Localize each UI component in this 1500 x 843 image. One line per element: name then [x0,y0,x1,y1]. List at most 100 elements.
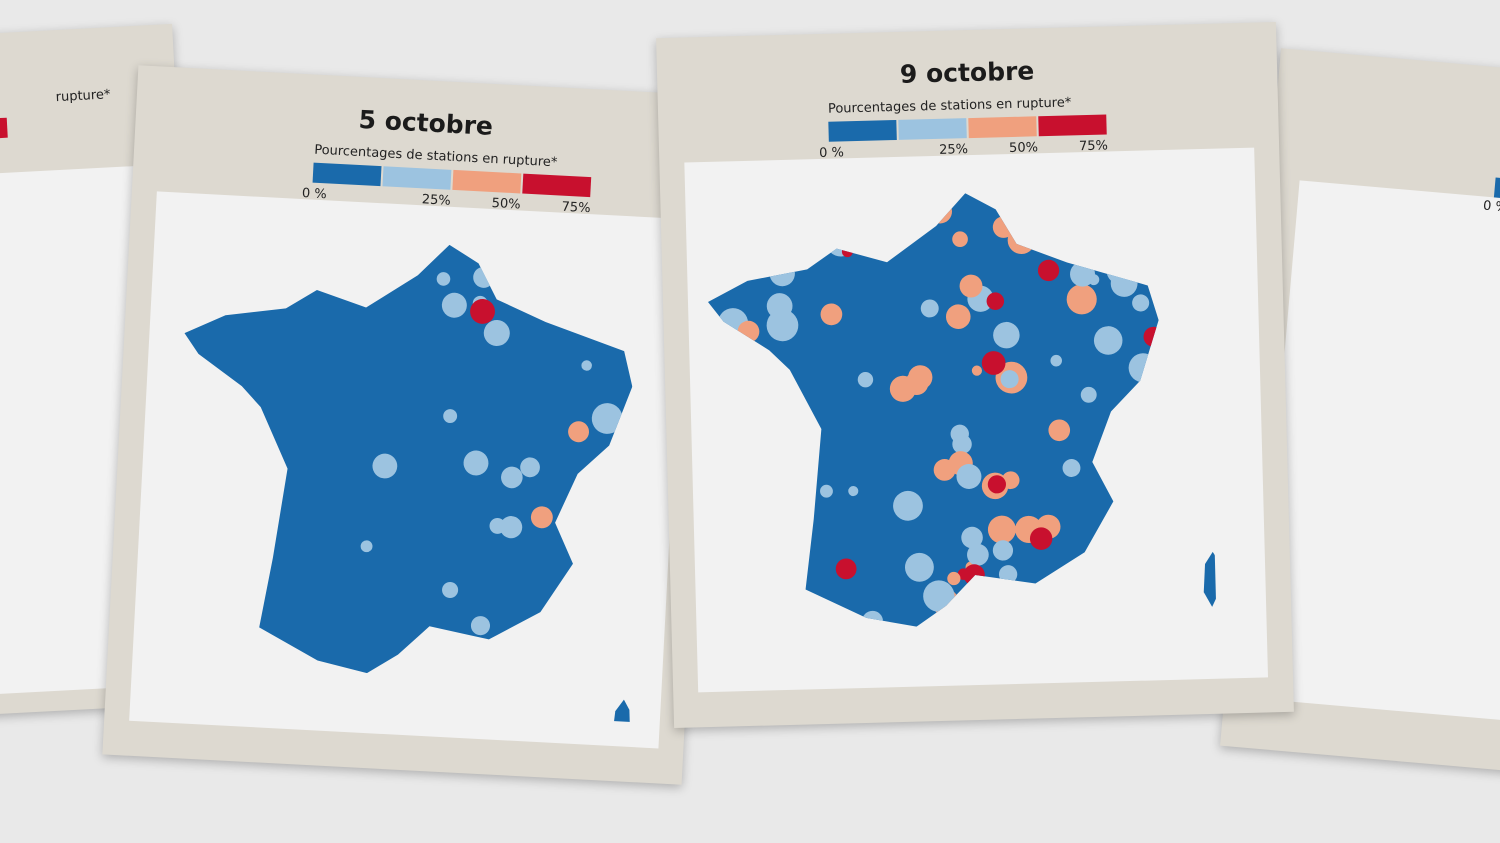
region [893,490,923,521]
region [857,371,874,388]
legend-swatch [522,173,592,198]
region [904,552,934,582]
region [1057,615,1081,632]
region [242,298,253,309]
legend-fragment: rupture* [55,87,111,106]
legend-label: 75% [561,199,591,217]
region [574,317,585,328]
region [519,648,536,664]
region [986,292,1005,310]
region [992,540,1014,561]
region [436,272,451,286]
card: 5 octobre Pourcentages de stations en rup… [102,65,718,785]
region [372,453,398,479]
legend-label: 0 % [1482,198,1500,216]
region [1050,354,1062,367]
region [737,202,752,217]
region [538,658,569,687]
region [442,581,459,599]
region [1138,490,1154,506]
region [1075,600,1102,628]
regions [167,231,640,687]
region [1037,259,1060,282]
map [167,231,640,724]
region [1048,419,1071,442]
region [1080,386,1097,403]
region [1116,513,1136,532]
region [1093,326,1123,355]
region [971,365,983,376]
region [463,450,489,476]
region [1066,573,1079,585]
legend-label: 0 % [301,186,328,203]
region [947,571,961,586]
region [1149,570,1167,591]
region [959,274,983,298]
legend-label: 0 % [818,145,845,162]
map [705,188,1218,632]
land [705,188,1167,632]
region [371,261,402,292]
region [713,200,725,211]
region [1015,199,1034,218]
corsica [611,699,631,724]
region [956,464,982,489]
region [360,540,373,553]
region [764,235,790,261]
legend-swatch [452,169,522,194]
region [835,558,857,580]
legend-swatch [1038,114,1107,137]
region [497,642,518,663]
region [728,337,741,349]
region [981,351,1006,375]
region [858,201,890,233]
region [411,246,430,266]
region [483,320,510,347]
region [1029,527,1053,550]
region [441,292,467,318]
region [785,234,808,257]
legend-swatch [382,166,452,190]
region [520,457,540,478]
region [443,409,458,424]
region [961,526,983,549]
region [820,484,833,498]
region [751,461,777,487]
region [908,365,933,390]
region [1119,216,1142,240]
region [987,515,1016,544]
region [920,299,939,318]
region [952,231,968,248]
region [820,303,843,326]
region [857,199,885,228]
region [828,199,852,222]
region [987,475,1006,494]
legend-swatch [828,119,897,142]
card-title: 9 octobre [899,56,1035,89]
legend-swatch [312,162,382,187]
legend-label: 50% [491,195,521,213]
region [1129,580,1146,597]
region [530,506,553,529]
region [504,258,523,278]
region [1001,471,1020,490]
region [604,611,631,638]
legend-label: 25% [938,142,969,158]
region [923,580,955,612]
region [789,591,807,608]
region [501,466,523,489]
region [613,294,633,315]
legend-swatch [898,118,967,140]
region [1137,226,1159,248]
region [470,299,495,324]
land [167,231,640,687]
region [874,212,891,229]
regions [705,188,1167,632]
region [500,516,523,539]
region [1132,294,1150,312]
region [950,424,969,444]
region [568,421,590,443]
card-title: 5 octobre [357,104,494,141]
